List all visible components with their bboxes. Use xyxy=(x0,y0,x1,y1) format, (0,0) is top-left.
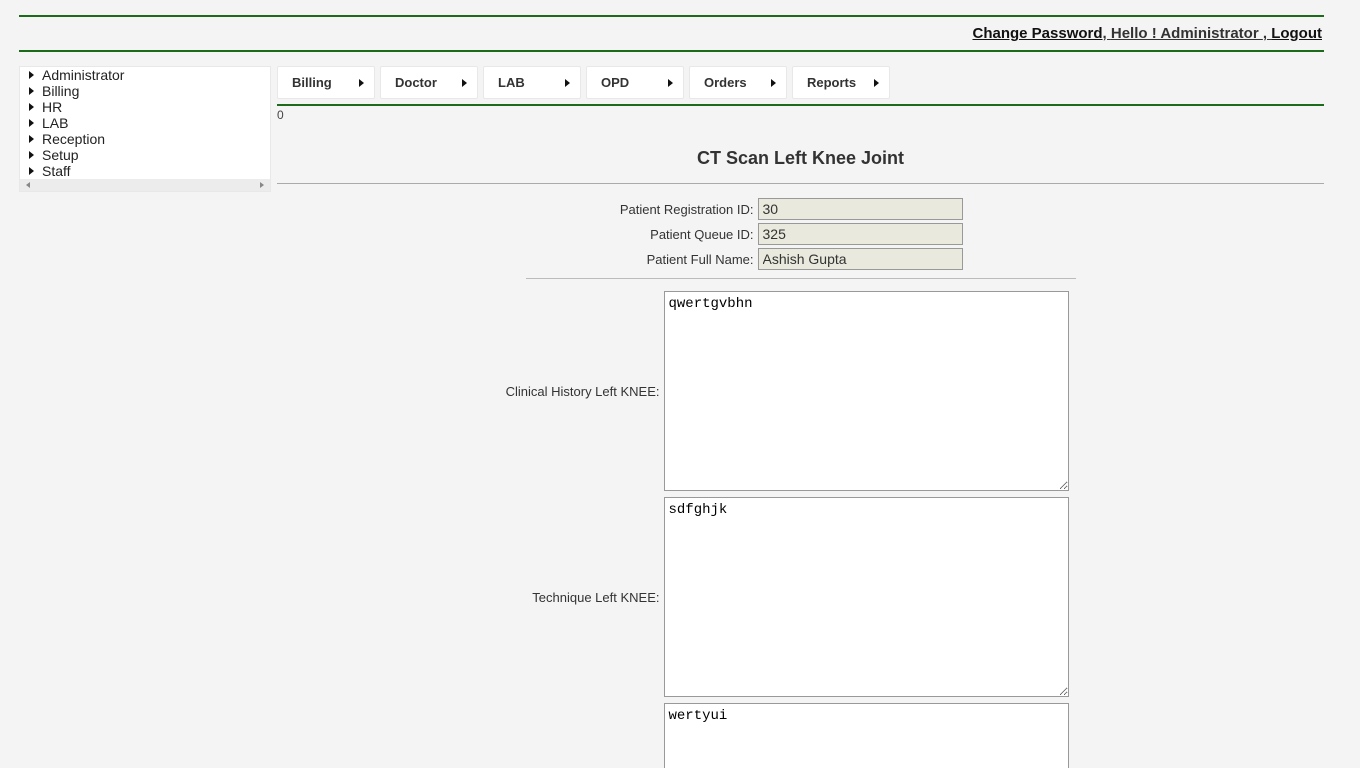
chevron-right-icon xyxy=(462,79,467,87)
top-green-hr xyxy=(19,15,1324,17)
chevron-right-icon xyxy=(29,87,34,95)
sidebar: Administrator Billing HR LAB Reception xyxy=(19,66,271,192)
change-password-link[interactable]: Change Password xyxy=(972,25,1102,42)
chevron-right-icon xyxy=(29,119,34,127)
sidebar-item-label: Billing xyxy=(42,83,79,99)
zero-text: 0 xyxy=(277,106,1324,122)
nav-reports[interactable]: Reports xyxy=(792,66,890,99)
sidebar-item-administrator[interactable]: Administrator xyxy=(20,67,270,83)
page-container: Change Password, Hello ! Administrator ,… xyxy=(19,0,1324,768)
chevron-right-icon xyxy=(359,79,364,87)
form-row-full-name: Patient Full Name: xyxy=(321,248,1281,270)
full-name-label: Patient Full Name: xyxy=(321,252,758,267)
sidebar-item-staff[interactable]: Staff xyxy=(20,163,270,179)
queue-id-field xyxy=(758,223,963,245)
form-section-hr xyxy=(526,278,1076,279)
chevron-right-icon xyxy=(668,79,673,87)
nav-label: OPD xyxy=(601,75,629,90)
scroll-left-icon xyxy=(26,182,30,188)
chevron-right-icon xyxy=(874,79,879,87)
sidebar-item-label: Reception xyxy=(42,131,105,147)
top-nav: Billing Doctor LAB OPD xyxy=(277,52,1324,99)
layout: Administrator Billing HR LAB Reception xyxy=(19,52,1324,122)
nav-label: Billing xyxy=(292,75,332,90)
chevron-right-icon xyxy=(29,151,34,159)
header-separator-1: , xyxy=(1103,25,1111,42)
sidebar-item-label: HR xyxy=(42,99,62,115)
sidebar-horizontal-scroll[interactable] xyxy=(20,179,270,191)
nav-billing[interactable]: Billing xyxy=(277,66,375,99)
title-hr xyxy=(277,183,1324,184)
main-nav-area: Billing Doctor LAB OPD xyxy=(277,52,1324,122)
queue-id-label: Patient Queue ID: xyxy=(321,227,758,242)
sidebar-item-setup[interactable]: Setup xyxy=(20,147,270,163)
chevron-right-icon xyxy=(29,71,34,79)
logout-link[interactable]: Logout xyxy=(1271,25,1322,42)
form-row-clinical-history: Clinical History Left KNEE: xyxy=(321,291,1281,491)
greeting-text: Hello ! Administrator xyxy=(1111,25,1263,42)
sidebar-item-billing[interactable]: Billing xyxy=(20,83,270,99)
content-area: CT Scan Left Knee Joint Patient Registra… xyxy=(277,148,1324,768)
nav-lab[interactable]: LAB xyxy=(483,66,581,99)
chevron-right-icon xyxy=(29,103,34,111)
chevron-right-icon xyxy=(565,79,570,87)
header-separator-2: , xyxy=(1263,25,1271,42)
chevron-right-icon xyxy=(29,167,34,175)
technique-textarea[interactable] xyxy=(664,497,1069,697)
sidebar-item-reception[interactable]: Reception xyxy=(20,131,270,147)
third-textarea[interactable] xyxy=(664,703,1069,768)
form-row-technique: Technique Left KNEE: xyxy=(321,497,1281,697)
nav-label: LAB xyxy=(498,75,525,90)
sidebar-item-label: Administrator xyxy=(42,67,124,83)
sidebar-item-label: Setup xyxy=(42,147,79,163)
page-title: CT Scan Left Knee Joint xyxy=(277,148,1324,169)
form-row-reg-id: Patient Registration ID: xyxy=(321,198,1281,220)
sidebar-item-lab[interactable]: LAB xyxy=(20,115,270,131)
reg-id-label: Patient Registration ID: xyxy=(321,202,758,217)
nav-label: Orders xyxy=(704,75,747,90)
nav-label: Reports xyxy=(807,75,856,90)
chevron-right-icon xyxy=(771,79,776,87)
sidebar-item-label: Staff xyxy=(42,163,71,179)
sidebar-item-label: LAB xyxy=(42,115,68,131)
viewport[interactable]: Change Password, Hello ! Administrator ,… xyxy=(0,0,1343,768)
nav-label: Doctor xyxy=(395,75,437,90)
header-links: Change Password, Hello ! Administrator ,… xyxy=(19,21,1324,48)
chevron-right-icon xyxy=(29,135,34,143)
reg-id-field xyxy=(758,198,963,220)
nav-opd[interactable]: OPD xyxy=(586,66,684,99)
technique-label: Technique Left KNEE: xyxy=(321,590,664,605)
clinical-history-label: Clinical History Left KNEE: xyxy=(321,384,664,399)
scroll-right-icon xyxy=(260,182,264,188)
nav-doctor[interactable]: Doctor xyxy=(380,66,478,99)
clinical-history-textarea[interactable] xyxy=(664,291,1069,491)
form-row-third xyxy=(321,703,1281,768)
nav-orders[interactable]: Orders xyxy=(689,66,787,99)
full-name-field xyxy=(758,248,963,270)
form-row-queue-id: Patient Queue ID: xyxy=(321,223,1281,245)
sidebar-item-hr[interactable]: HR xyxy=(20,99,270,115)
